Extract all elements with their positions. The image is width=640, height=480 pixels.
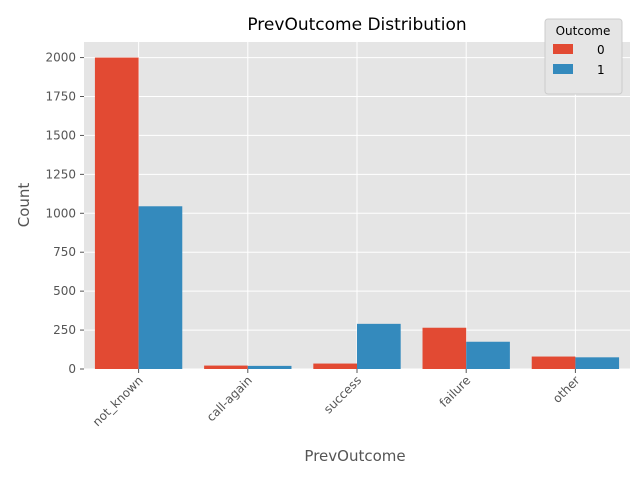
bar-success-series-0 [313,363,357,369]
legend-swatch [553,44,573,54]
bar-failure-series-0 [422,327,467,369]
y-tick-label: 1250 [45,167,76,181]
y-tick-label: 0 [68,362,76,376]
x-tick-label: call-again [204,373,255,424]
y-tick-label: 750 [53,245,76,259]
y-tick-label: 500 [53,284,76,298]
y-tick-label: 2000 [45,51,76,65]
bar-call-again-series-1 [247,365,292,369]
legend-label: 1 [597,63,605,77]
y-tick-label: 1500 [45,128,76,142]
y-axis-ticks: 0 250 500 750 1000 1250 1500 1750 2000 [45,51,84,376]
legend-title: Outcome [556,24,611,38]
legend: Outcome 0 1 [544,18,623,95]
bar-not_known-series-0 [94,57,139,369]
bars [94,57,620,369]
x-tick-label: failure [437,373,474,410]
bar-other-series-0 [531,356,576,369]
chart-title: PrevOutcome Distribution [247,15,466,35]
y-tick-label: 1000 [45,206,76,220]
bar-not_known-series-1 [138,206,183,369]
bar-call-again-series-0 [204,365,248,369]
x-tick-label: other [550,373,583,406]
x-axis-ticks: not_known call-again success failure other [90,369,583,429]
legend-label: 0 [597,43,605,57]
x-axis-label: PrevOutcome [304,447,405,465]
bar-other-series-1 [575,357,620,369]
bar-failure-series-1 [466,341,510,369]
y-tick-label: 1750 [45,90,76,104]
x-tick-label: not_known [90,373,146,429]
x-tick-label: success [321,373,364,416]
y-axis-label: Count [15,183,33,228]
bar-success-series-1 [357,323,401,369]
legend-box [544,18,623,95]
legend-swatch [553,64,573,74]
y-tick-label: 250 [53,323,76,337]
